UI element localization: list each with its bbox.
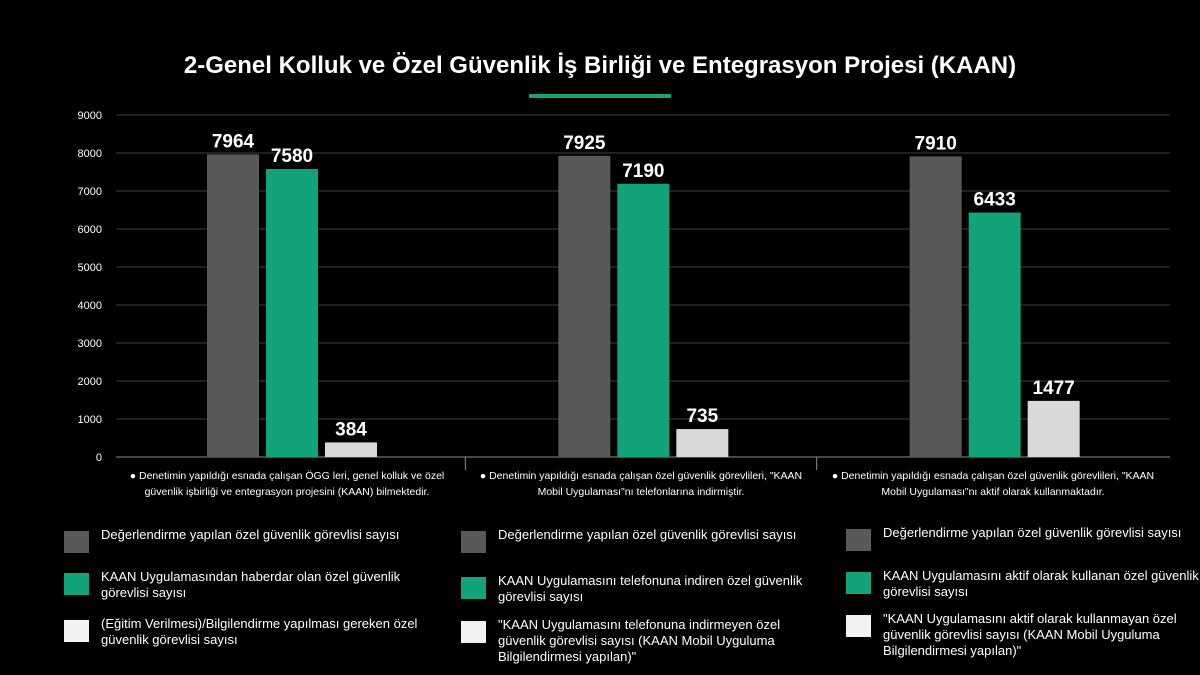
y-tick-label: 0: [96, 452, 102, 464]
bar: [207, 154, 259, 458]
y-tick-label: 2000: [78, 376, 102, 388]
y-tick-label: 7000: [78, 186, 102, 198]
legend-swatch: [461, 621, 486, 643]
data-label: 7190: [622, 161, 664, 182]
bar: [325, 442, 377, 457]
data-label: 7925: [563, 133, 606, 154]
legend-swatch: [64, 531, 89, 553]
legend-label: "KAAN Uygulamasını telefonuna indirmeyen…: [498, 617, 781, 664]
y-tick-label: 4000: [78, 300, 102, 312]
bar: [909, 156, 962, 458]
legend-swatch: [846, 572, 871, 594]
y-tick-label: 5000: [78, 262, 102, 274]
data-label: 7910: [915, 133, 957, 154]
chart-title: 2-Genel Kolluk ve Özel Güvenlik İş Birli…: [183, 52, 1017, 79]
legend-swatch: [846, 615, 871, 637]
data-label: 1477: [1033, 378, 1075, 399]
bar: [266, 168, 318, 457]
title-underline: [529, 94, 671, 98]
category-label-2: ● Denetimin yapıldığı esnada çalışan öze…: [479, 470, 803, 498]
bar: [1027, 400, 1080, 457]
legend-swatch: [64, 620, 89, 642]
y-tick-label: 9000: [78, 110, 102, 122]
y-tick-label: 8000: [78, 148, 102, 160]
y-tick-label: 6000: [78, 224, 102, 236]
legend-label: (Eğitim Verilmesi)/Bilgilendirme yapılma…: [101, 616, 418, 647]
data-label: 384: [335, 419, 367, 440]
legend-label: Değerlendirme yapılan özel güvenlik göre…: [101, 527, 400, 542]
legend-swatch: [461, 531, 486, 553]
data-label: 7580: [271, 146, 313, 167]
bar: [558, 155, 611, 457]
category-label-3: ● Denetimin yapıldığı esnada çalışan öze…: [831, 470, 1155, 498]
bar: [676, 429, 729, 457]
y-tick-label: 3000: [78, 338, 102, 350]
bar-chart: 0 1000 2000 3000 4000 5000 6000 7000 8000 9000 796…: [78, 110, 1170, 470]
legend-label: KAAN Uygulamasından haberdar olan özel g…: [101, 569, 401, 600]
legend-swatch: [461, 577, 486, 599]
data-label: 7964: [212, 131, 255, 152]
bar: [617, 183, 670, 457]
legend-label: Değerlendirme yapılan özel güvenlik göre…: [883, 525, 1182, 540]
legend-label: "KAAN Uygulamasını aktif olarak kullanma…: [883, 611, 1177, 658]
legend-label: KAAN Uygulamasını aktif olarak kullanan …: [883, 568, 1199, 599]
legend-label: KAAN Uygulamasını telefonuna indiren öze…: [498, 573, 803, 604]
data-label: 6433: [974, 190, 1016, 211]
legend-swatch: [846, 529, 871, 551]
bar: [968, 212, 1021, 457]
data-label: 735: [686, 406, 718, 427]
legend-label: Değerlendirme yapılan özel güvenlik göre…: [498, 527, 797, 542]
y-tick-label: 1000: [78, 414, 102, 426]
legend-swatch: [64, 573, 89, 595]
category-label-1: ● Denetimin yapıldığı esnada çalışan ÖGG…: [129, 470, 445, 498]
